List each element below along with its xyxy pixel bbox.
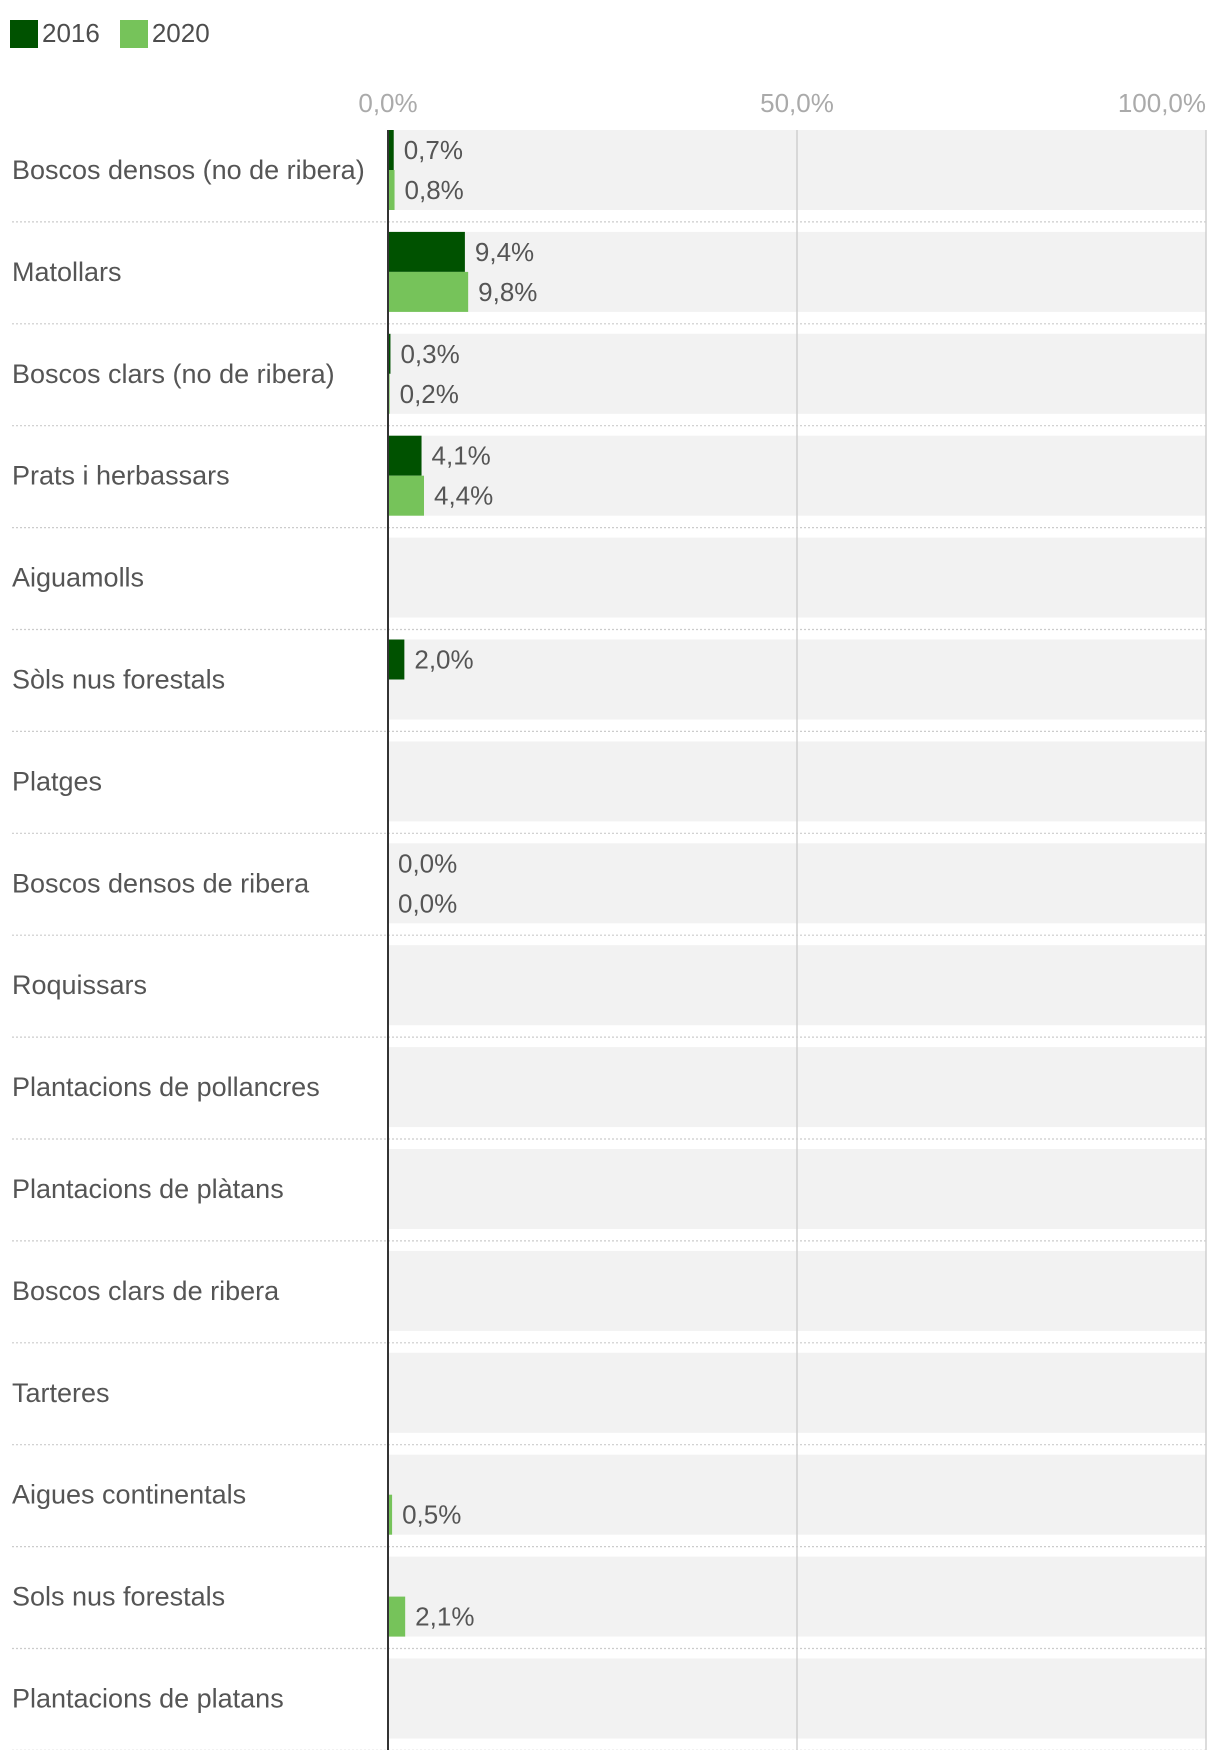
data-label: 0,7%: [404, 135, 463, 165]
data-label: 4,4%: [434, 481, 493, 511]
data-label: 9,8%: [478, 277, 537, 307]
bar-2020: [388, 170, 395, 210]
data-label: 0,0%: [398, 848, 457, 878]
bar-2016: [388, 231, 465, 272]
legend-swatch: [119, 19, 148, 48]
tick-label: 50,0%: [760, 88, 834, 118]
category-label: Aiguamolls: [12, 563, 144, 593]
legend-label: 2020: [151, 18, 210, 48]
data-label: 0,2%: [400, 379, 459, 409]
legend-swatch: [10, 19, 38, 48]
category-label: Boscos densos (no de ribera): [12, 155, 365, 185]
category-label: Prats i herbassars: [12, 461, 230, 491]
bar-2016: [388, 639, 405, 680]
bar-2016: [388, 333, 391, 374]
data-label: 0,0%: [398, 888, 457, 918]
data-label: 2,0%: [414, 645, 473, 675]
data-label: 2,1%: [415, 1602, 474, 1632]
bar-2020: [388, 271, 469, 312]
chart-legend: 2016 2020: [10, 18, 230, 49]
category-label: Boscos clars (no de ribera): [12, 359, 335, 389]
category-label: Sols nus forestals: [12, 1582, 225, 1612]
category-label: Matollars: [12, 257, 122, 287]
legend-item: 2020: [119, 18, 210, 49]
data-label: 9,4%: [475, 237, 534, 267]
tick-label: 0,0%: [358, 88, 417, 118]
category-label: Platges: [12, 766, 102, 796]
bar-2016: [388, 435, 422, 476]
data-label: 0,3%: [400, 339, 459, 369]
data-label: 0,8%: [405, 175, 464, 205]
category-label: Tarteres: [12, 1378, 110, 1408]
category-label: Boscos densos de ribera: [12, 868, 310, 898]
legend-label: 2016: [42, 18, 100, 48]
category-label: Plantacions de platans: [12, 1684, 284, 1714]
tick-label: 100,0%: [1118, 88, 1206, 118]
bar-2020: [388, 475, 424, 516]
category-label: Sòls nus forestals: [12, 665, 225, 695]
data-label: 0,5%: [402, 1500, 461, 1530]
category-label: Aigues continentals: [12, 1480, 246, 1510]
category-label: Boscos clars de ribera: [12, 1276, 280, 1306]
data-label: 4,1%: [432, 441, 491, 471]
category-label: Plantacions de pollancres: [12, 1072, 320, 1102]
legend-item: 2016: [10, 18, 100, 49]
category-label: Plantacions de plàtans: [12, 1174, 284, 1204]
bar-2020: [388, 1494, 393, 1535]
category-label: Roquissars: [12, 970, 147, 1000]
bar-2020: [388, 1596, 406, 1637]
bar-2016: [388, 130, 394, 170]
